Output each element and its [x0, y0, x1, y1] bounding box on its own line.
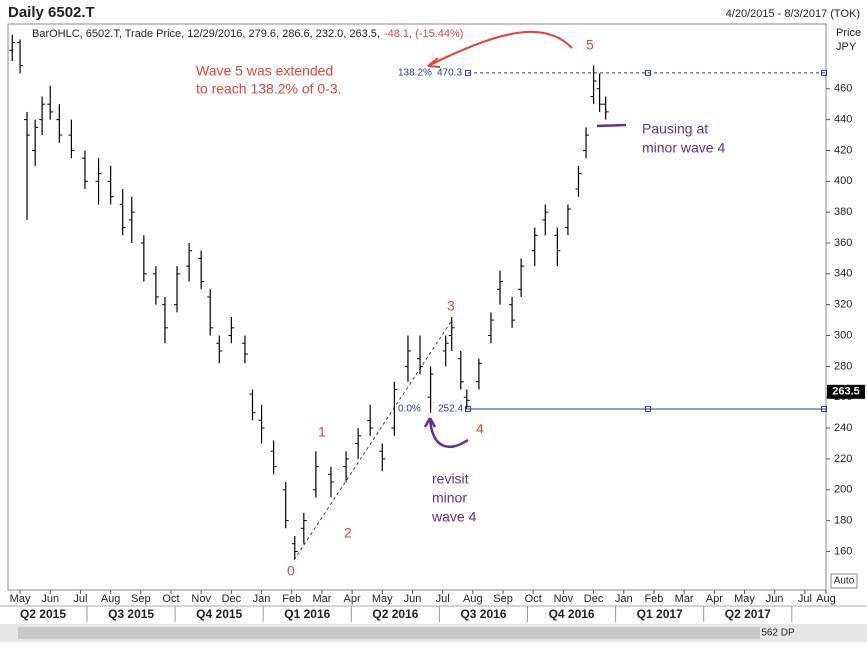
x-tick-label: Oct [162, 593, 179, 605]
date-range: 4/20/2015 - 8/3/2017 (TOK) [726, 8, 860, 20]
x-tick-label: Aug [463, 593, 483, 605]
y-tick-label: 160 [834, 545, 852, 557]
x-tick-label: Jul [436, 593, 450, 605]
y-tick-label: 400 [834, 175, 852, 187]
x-tick-label: Nov [191, 593, 211, 605]
fib-handle [821, 405, 827, 412]
wave-label: 3 [447, 298, 455, 314]
x-tick-label: Jan [615, 593, 633, 605]
wave-label: 5 [586, 37, 594, 53]
x-tick-label: Jan [253, 593, 271, 605]
x-tick-label: Mar [675, 593, 694, 605]
wave-label: 1 [318, 424, 326, 440]
annotation: minor [432, 490, 467, 506]
quarter-label: Q3 2016 [460, 607, 506, 621]
x-tick-label: Jun [766, 593, 784, 605]
fib-handle [465, 69, 471, 76]
quarter-label: Q3 2015 [108, 607, 154, 621]
x-tick-label: May [372, 593, 393, 605]
auto-button[interactable] [830, 573, 858, 589]
x-tick-label: Jun [41, 593, 59, 605]
fib-handle [465, 405, 471, 412]
y-tick-label: 320 [834, 299, 852, 311]
y-unit: JPY [836, 41, 857, 53]
quarter-label: Q2 2016 [372, 607, 418, 621]
y-tick-label: 340 [834, 268, 852, 280]
x-tick-label: Feb [282, 593, 301, 605]
quarter-label: Q4 2015 [196, 607, 242, 621]
y-tick-label: 280 [834, 360, 852, 372]
x-tick-label: Feb [644, 593, 663, 605]
x-tick-label: Sep [131, 593, 151, 605]
change-text: -48.1, (-15.44%) [384, 28, 463, 40]
annotation: Wave 5 was extended [196, 63, 333, 79]
x-tick-label: Apr [344, 593, 361, 605]
y-tick-label: 460 [834, 83, 852, 95]
x-tick-label: May [10, 593, 31, 605]
y-tick-label: 360 [834, 237, 852, 249]
quarter-label: Q1 2017 [637, 607, 683, 621]
fib-value: 470.3 [437, 68, 462, 79]
arrow [596, 123, 627, 128]
fib-label: 0.0% [398, 404, 421, 415]
y-tick-label: 420 [834, 144, 852, 156]
x-tick-label: Jul [798, 593, 812, 605]
x-tick-label: Mar [312, 593, 331, 605]
annotation: Pausing at [642, 121, 708, 137]
x-tick-label: Dec [222, 593, 242, 605]
quarter-label: Q1 2016 [284, 607, 330, 621]
y-tick-label: 180 [834, 515, 852, 527]
x-tick-label: Dec [584, 593, 604, 605]
x-tick-label: Jul [73, 593, 87, 605]
quarter-label: Q2 2017 [725, 607, 771, 621]
quarter-label: Q4 2016 [549, 607, 595, 621]
x-tick-label: Oct [525, 593, 542, 605]
arrow-head [423, 417, 437, 428]
arrow [427, 30, 573, 67]
annotation: wave 4 [431, 509, 477, 525]
dp-label: 562 DP [761, 628, 795, 639]
annotation: revisit [432, 471, 469, 487]
last-price-box [827, 384, 865, 399]
wave-label: 4 [476, 421, 484, 437]
fib-value: 252.4 [438, 404, 463, 415]
fib-handle [645, 69, 651, 76]
chart-title: Daily 6502.T [8, 4, 95, 21]
y-tick-label: 300 [834, 329, 852, 341]
x-tick-label: Jun [404, 593, 422, 605]
fib-label: 138.2% [398, 68, 432, 79]
fib-handle [821, 69, 827, 76]
wave-label: 0 [287, 563, 295, 579]
info-text: BarOHLC, 6502.T, Trade Price, 12/29/2016… [32, 28, 380, 40]
x-tick-label: Apr [706, 593, 723, 605]
y-tick-label: 200 [834, 484, 852, 496]
y-tick-label: 380 [834, 206, 852, 218]
arrow-head [427, 57, 441, 68]
legend-info: BarOHLC, 6502.T, Trade Price, 12/29/2016… [32, 28, 463, 40]
last-price-label: 263.5 [832, 386, 860, 398]
y-tick-label: 240 [834, 422, 852, 434]
arrow [428, 417, 469, 448]
auto-label: Auto [834, 576, 855, 587]
x-tick-label: Aug [101, 593, 121, 605]
quarter-label: Q2 2015 [20, 607, 66, 621]
annotation: to reach 138.2% of 0-3. [196, 81, 342, 97]
x-tick-label: May [734, 593, 755, 605]
x-tick-label: Aug [816, 593, 836, 605]
y-tick-label: 220 [834, 453, 852, 465]
x-tick-label: Nov [554, 593, 574, 605]
y-tick-label: 440 [834, 114, 852, 126]
y-axis-label: Price [836, 27, 861, 39]
x-tick-label: Sep [493, 593, 513, 605]
annotation: minor wave 4 [642, 140, 725, 156]
wave-label: 2 [344, 525, 352, 541]
fib-handle [645, 405, 651, 412]
scroll-thumb[interactable] [18, 627, 760, 639]
